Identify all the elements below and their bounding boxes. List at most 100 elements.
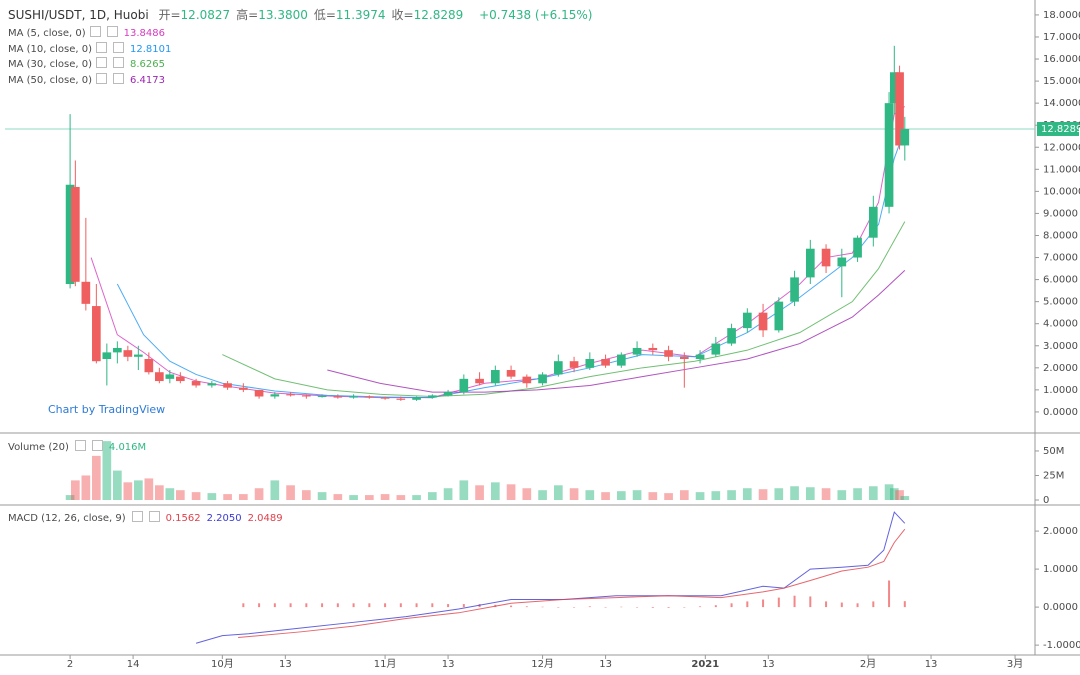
histogram-bar xyxy=(856,603,859,608)
volume-bar xyxy=(365,495,374,500)
volume-bar xyxy=(506,484,516,500)
candle-body xyxy=(239,387,248,390)
y-tick-label: 1.0000 xyxy=(1043,385,1078,396)
ma-name: MA (5, close, 0) xyxy=(8,28,86,39)
ma-name: MA (10, close, 0) xyxy=(8,43,93,55)
candle-body xyxy=(365,396,374,398)
y-tick-label: 0 xyxy=(1043,495,1049,506)
volume-bar xyxy=(475,485,484,500)
x-tick-label: 11月 xyxy=(374,658,397,670)
icon[interactable] xyxy=(96,72,108,84)
candle-body xyxy=(155,372,164,382)
line xyxy=(116,129,906,399)
y-tick-label: 11.0000 xyxy=(1043,164,1080,175)
icon[interactable] xyxy=(106,26,118,37)
icon[interactable] xyxy=(74,440,86,451)
volume-bar xyxy=(664,493,673,500)
histogram-bar xyxy=(699,606,702,608)
y-tick-label: 4.0000 xyxy=(1043,319,1078,330)
macd-value: 0.1562 xyxy=(165,513,201,524)
volume-bar xyxy=(92,455,101,500)
y-tick-label: 8.0000 xyxy=(1043,230,1078,241)
icon[interactable] xyxy=(89,26,101,37)
candle-body xyxy=(165,374,175,379)
volume-bar xyxy=(895,490,904,500)
volume-bar xyxy=(853,488,862,500)
volume-bar xyxy=(889,488,899,500)
histogram-bar xyxy=(258,603,261,608)
y-tick-label: 15.0000 xyxy=(1043,76,1080,87)
icon[interactable] xyxy=(148,511,160,522)
histogram-bar xyxy=(541,606,544,608)
ma-legend-row: MA (50, close, 0) 6.4173 xyxy=(8,72,177,89)
volume-bar xyxy=(522,488,532,500)
last-price-label: 12.8289 xyxy=(1041,124,1080,135)
y-tick-label: 0.0000 xyxy=(1043,407,1078,418)
volume-bar xyxy=(601,492,610,500)
header: SUSHI/USDT, 1D, Huobi 开=12.0827 高=13.3800… xyxy=(8,6,598,23)
y-tick-label: 2.0000 xyxy=(1043,526,1078,537)
histogram-bar xyxy=(242,603,245,608)
candle-body xyxy=(92,306,101,362)
icon[interactable] xyxy=(113,57,125,68)
volume-bar xyxy=(102,441,112,500)
candle-body xyxy=(427,395,437,398)
x-tick-label: 2 xyxy=(67,659,73,670)
y-tick-label: 2.0000 xyxy=(1043,363,1078,374)
y-tick-label: 12.0000 xyxy=(1043,142,1080,153)
line xyxy=(327,270,906,393)
x-tick-label: 2月 xyxy=(860,658,876,670)
histogram-bar xyxy=(746,601,749,608)
icon[interactable] xyxy=(96,41,108,53)
candle-body xyxy=(601,358,610,366)
icon[interactable] xyxy=(96,57,108,68)
candle-body xyxy=(349,396,358,398)
volume-bar xyxy=(165,488,175,500)
icon[interactable] xyxy=(131,511,143,522)
volume-bar xyxy=(333,494,343,500)
volume-bar xyxy=(616,491,626,500)
candle-body xyxy=(900,128,910,146)
x-tick-label: 12月 xyxy=(531,658,554,670)
volume-bar xyxy=(412,495,421,500)
volume-bar xyxy=(270,480,280,500)
x-tick-label: 3月 xyxy=(1007,658,1023,670)
y-tick-label: 25M xyxy=(1043,470,1064,481)
y-tick-label: 6.0000 xyxy=(1043,275,1078,286)
volume-bar xyxy=(758,489,768,500)
volume-bar xyxy=(254,488,264,500)
candle-body xyxy=(475,378,484,384)
volume-bar xyxy=(71,480,80,500)
candle-body xyxy=(286,394,295,396)
histogram-bar xyxy=(888,580,891,608)
volume-bar xyxy=(900,496,910,500)
candle-body xyxy=(585,358,595,368)
volume-bar xyxy=(302,490,311,500)
histogram-bar xyxy=(384,603,387,608)
histogram-bar xyxy=(431,603,434,608)
histogram-bar xyxy=(305,603,308,608)
candle-body xyxy=(123,350,133,357)
icon[interactable] xyxy=(91,440,103,451)
histogram-bar xyxy=(336,603,339,608)
icon[interactable] xyxy=(113,72,125,84)
histogram-bar xyxy=(903,601,906,608)
x-tick-label: 2021 xyxy=(691,659,719,670)
change: +0.7438 (+6.15%) xyxy=(479,8,593,22)
histogram-bar xyxy=(840,602,843,608)
volume-bar xyxy=(553,485,563,500)
volume-bar xyxy=(632,490,642,500)
histogram-bar xyxy=(777,597,780,608)
candle-body xyxy=(71,186,80,282)
volume-bar xyxy=(81,475,91,500)
histogram-bar xyxy=(588,606,591,608)
candle-body xyxy=(758,312,768,331)
candle-body xyxy=(553,361,563,375)
y-tick-label: 16.0000 xyxy=(1043,54,1080,65)
y-tick-label: 50M xyxy=(1043,446,1064,457)
candle-body xyxy=(333,396,343,398)
volume-title: Volume (20) xyxy=(8,442,69,453)
icon[interactable] xyxy=(113,41,125,53)
ohlc-label: 收= xyxy=(391,8,414,22)
